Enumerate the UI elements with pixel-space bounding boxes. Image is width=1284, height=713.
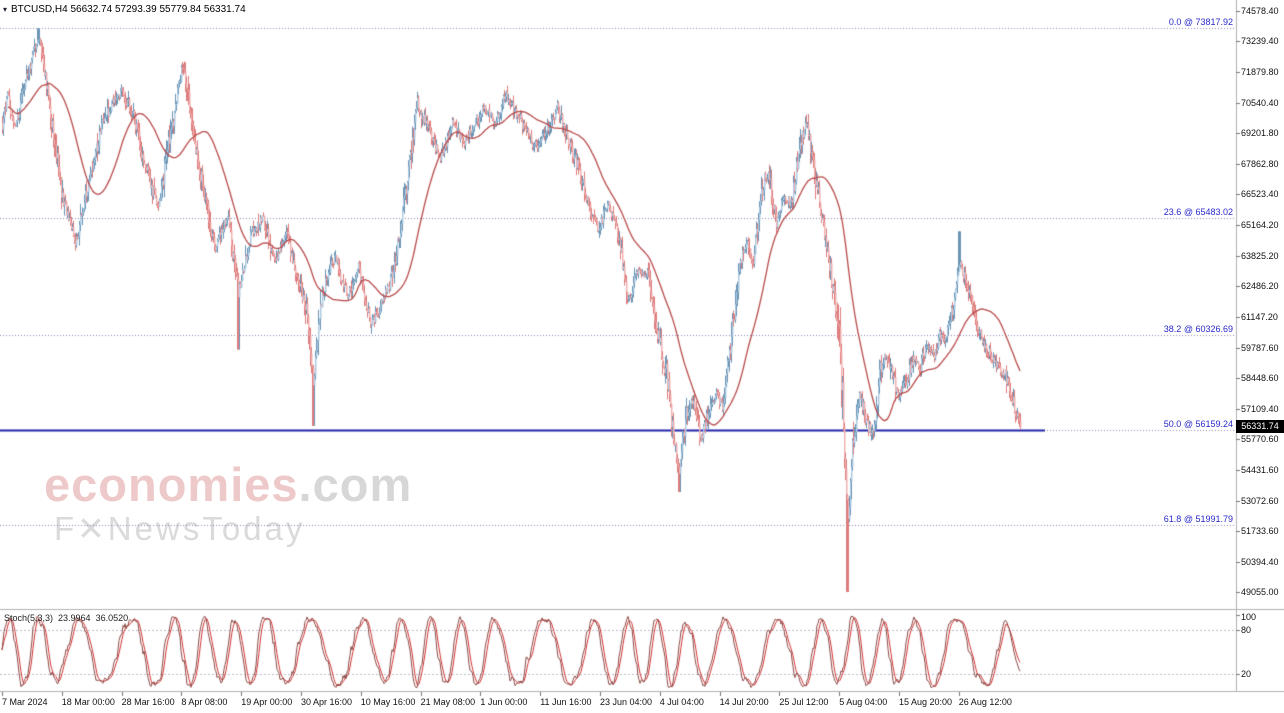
stochastic-k-value: 23.9964 <box>58 613 91 623</box>
stochastic-d-value: 36.0520 <box>95 613 129 623</box>
stochastic-label: Stoch(5,3,3) 23.9964 36.0520 <box>4 613 133 623</box>
current-price-badge: 56331.74 <box>1236 420 1284 433</box>
chart-marker-icon: ▾ <box>3 5 8 14</box>
symbol-ohlc-line: ▾ BTCUSD,H4 56632.74 57293.39 55779.84 56… <box>3 4 246 15</box>
stochastic-name: Stoch(5,3,3) <box>4 613 54 623</box>
symbol-ohlc-text: BTCUSD,H4 56632.74 57293.39 55779.84 563… <box>11 4 246 15</box>
